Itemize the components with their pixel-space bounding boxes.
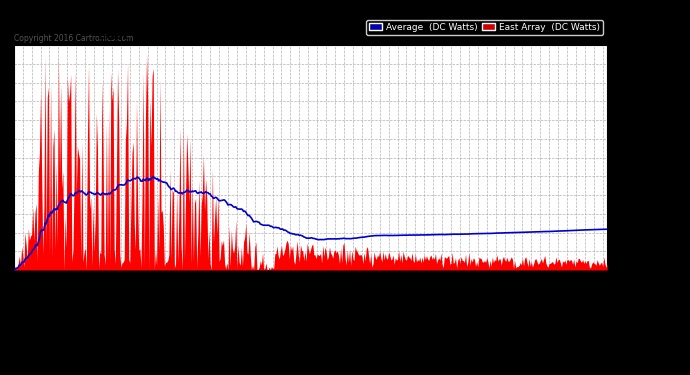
Text: Copyright 2016 Cartronics.com: Copyright 2016 Cartronics.com [14, 34, 133, 43]
Title: East Array Actual & Running Average Power Fri Jan 15 16:29: East Array Actual & Running Average Powe… [99, 30, 522, 42]
Legend: Average  (DC Watts), East Array  (DC Watts): Average (DC Watts), East Array (DC Watts… [366, 20, 602, 34]
